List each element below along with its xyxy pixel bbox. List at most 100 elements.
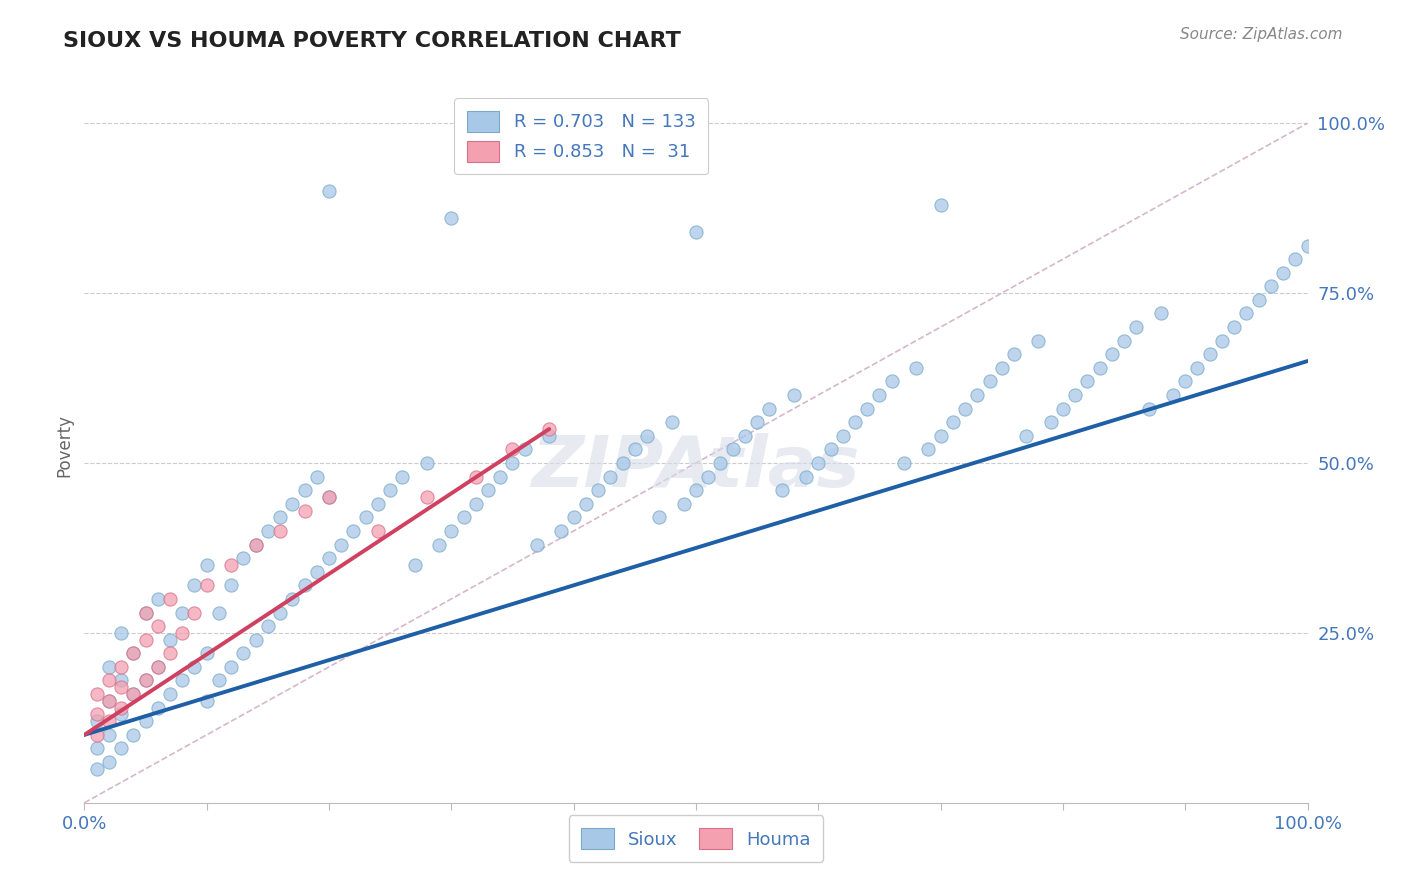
Point (586, 483, 609, 498)
Point (269, 510, 291, 524)
Point (550, 524, 572, 538)
Point (110, 680, 132, 694)
Text: SIOUX VS HOUMA POVERTY CORRELATION CHART: SIOUX VS HOUMA POVERTY CORRELATION CHART (63, 31, 681, 51)
Point (416, 456, 439, 470)
Point (146, 660, 169, 674)
Point (318, 490, 340, 504)
Point (794, 469, 817, 483)
Point (97, 673, 120, 688)
Point (513, 442, 536, 457)
Point (86, 707, 108, 722)
Point (917, 442, 939, 457)
Point (318, 551, 340, 566)
Point (269, 524, 291, 538)
Point (195, 646, 218, 660)
Point (208, 606, 231, 620)
Point (391, 469, 413, 483)
Point (905, 360, 928, 375)
Point (86, 762, 108, 776)
Point (1039, 415, 1062, 429)
Point (159, 591, 181, 606)
Point (893, 456, 915, 470)
Point (966, 388, 988, 402)
Point (747, 415, 769, 429)
Point (183, 578, 205, 592)
Point (245, 632, 267, 647)
Point (953, 401, 976, 416)
Point (354, 510, 377, 524)
Point (172, 626, 194, 640)
Point (672, 497, 695, 511)
Point (404, 558, 426, 572)
Text: ZIPAtlas: ZIPAtlas (531, 433, 860, 502)
Point (844, 415, 866, 429)
Point (599, 469, 621, 483)
Point (110, 660, 132, 674)
Point (172, 673, 194, 688)
Point (110, 700, 132, 714)
Point (464, 469, 486, 483)
Point (97, 714, 120, 729)
Point (1174, 375, 1197, 389)
Point (86, 714, 108, 729)
Point (820, 442, 842, 457)
Point (489, 469, 512, 483)
Point (869, 388, 891, 402)
Point (97, 755, 120, 769)
Point (135, 673, 157, 688)
Point (440, 524, 463, 538)
Point (318, 184, 340, 198)
Point (208, 673, 231, 688)
Point (97, 694, 120, 708)
Point (294, 578, 316, 592)
Point (122, 646, 145, 660)
Point (330, 537, 353, 551)
Point (122, 646, 145, 660)
Point (294, 483, 316, 498)
Point (281, 497, 304, 511)
Point (195, 558, 218, 572)
Point (294, 503, 316, 517)
Point (122, 728, 145, 742)
Point (342, 524, 364, 538)
Point (991, 360, 1014, 375)
Point (538, 422, 561, 436)
Point (110, 673, 132, 688)
Point (1236, 306, 1258, 320)
Point (97, 728, 120, 742)
Point (685, 225, 707, 239)
Point (624, 442, 647, 457)
Point (831, 429, 853, 443)
Point (526, 537, 548, 551)
Point (1161, 388, 1184, 402)
Point (1028, 334, 1050, 348)
Point (477, 483, 499, 498)
Point (538, 429, 561, 443)
Point (1101, 347, 1123, 361)
Point (783, 388, 806, 402)
Point (97, 694, 120, 708)
Point (1260, 279, 1282, 293)
Point (440, 211, 463, 226)
Point (1247, 293, 1270, 307)
Point (159, 687, 181, 701)
Text: Source: ZipAtlas.com: Source: ZipAtlas.com (1180, 27, 1343, 42)
Point (636, 429, 658, 443)
Point (1064, 388, 1087, 402)
Point (453, 510, 475, 524)
Point (122, 687, 145, 701)
Point (135, 606, 157, 620)
Point (1211, 334, 1233, 348)
Point (110, 741, 132, 756)
Point (110, 626, 132, 640)
Point (146, 700, 169, 714)
Point (1052, 401, 1074, 416)
Point (86, 728, 108, 742)
Point (416, 490, 439, 504)
Point (502, 456, 524, 470)
Point (1114, 334, 1136, 348)
Point (427, 537, 450, 551)
Point (232, 646, 254, 660)
Point (219, 558, 242, 572)
Point (146, 660, 169, 674)
